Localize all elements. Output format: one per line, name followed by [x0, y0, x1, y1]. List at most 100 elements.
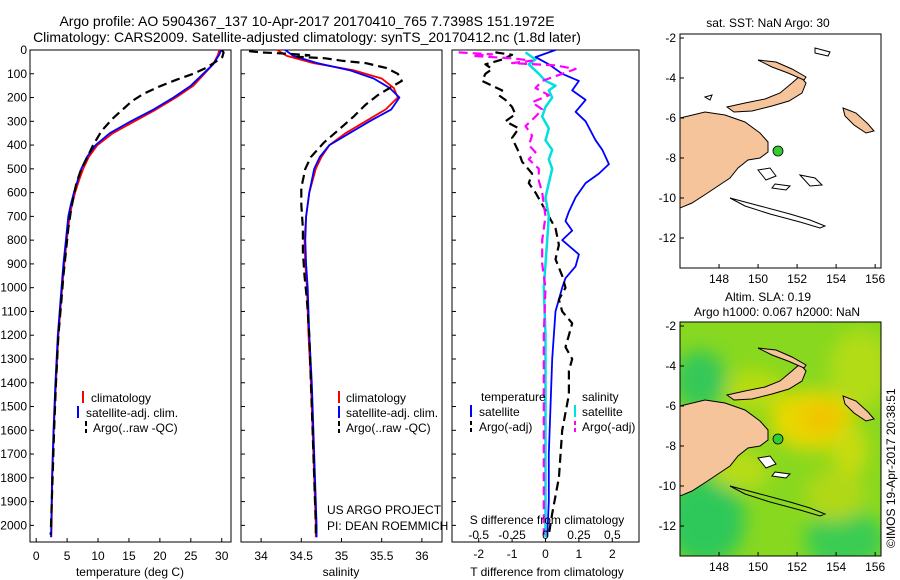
- x-tick-label: 10: [91, 549, 105, 563]
- legend-t-argo: Argo(-adj): [479, 420, 532, 434]
- x-tick-label: 2: [609, 547, 616, 561]
- salinity-legend: climatology satellite-adj. clim. Argo(..…: [338, 391, 438, 435]
- depth-tick-label: 1200: [0, 328, 27, 342]
- series-argo-raw-qc-: [248, 50, 403, 535]
- series-t-satellite: [534, 49, 610, 538]
- map-lat-label: -10: [659, 191, 677, 205]
- new-guinea-land: [680, 111, 769, 209]
- map-lon-label: 148: [709, 272, 729, 286]
- sst-map: [680, 34, 881, 268]
- map-lat-label: -4: [665, 71, 676, 85]
- series-argo-raw-qc-: [49, 49, 225, 535]
- sst-map-title: sat. SST: NaN Argo: 30: [706, 16, 830, 30]
- x-tick-label: 34.5: [290, 549, 314, 563]
- map-lat-label: -6: [665, 111, 676, 125]
- float-position-marker: [772, 145, 784, 157]
- s-difference-tick-label: 0: [542, 528, 549, 542]
- bougainville-land: [842, 107, 875, 134]
- sla-map-subtitle: Argo h1000: 0.067 h2000: NaN: [694, 305, 860, 319]
- series-climatology: [276, 49, 399, 538]
- sla-map-ticks: 148 150 152 154 156 -2 -4 -6 -8 -10 -12: [659, 319, 886, 574]
- figure-title: Argo profile: AO 5904367_137 10-Apr-2017…: [59, 13, 554, 29]
- imos-stamp: ©IMOS 19-Apr-2017 20:38:51: [884, 388, 898, 548]
- x-tick-label: -2: [473, 547, 484, 561]
- project-credit: US ARGO PROJECT: [327, 503, 442, 517]
- map-lon-label: 156: [865, 560, 885, 574]
- difference-legend: temperature salinity satellite Argo(-adj…: [470, 390, 635, 434]
- new-ireland-land: [757, 347, 807, 369]
- x-tick-label: 34: [254, 549, 268, 563]
- series-t-argo-adj-: [481, 51, 574, 536]
- depth-tick-label: 1700: [0, 447, 27, 461]
- series-satellite-adj-clim-: [284, 49, 401, 538]
- legend-s-argo: Argo(-adj): [582, 420, 635, 434]
- salinity-plot: [248, 49, 403, 538]
- series-s-satellite: [524, 51, 557, 538]
- legend-argo: Argo(..raw -QC): [93, 421, 178, 435]
- t-difference-axis-label: T difference from climatology: [470, 565, 624, 579]
- depth-tick-label: 0: [20, 43, 27, 57]
- temperature-axis-label: temperature (deg C): [76, 565, 184, 579]
- legend-s-satellite: satellite: [582, 405, 623, 419]
- map-lat-label: -6: [665, 399, 676, 413]
- legend-climatology: climatology: [91, 391, 151, 405]
- s-difference-tick-label: 0.5: [604, 528, 621, 542]
- depth-tick-label: 200: [7, 91, 27, 105]
- float-position-marker: [772, 433, 784, 445]
- map-lat-label: -12: [659, 519, 677, 533]
- depth-tick-label: 500: [7, 162, 27, 176]
- depth-tick-label: 2000: [0, 518, 27, 532]
- s-difference-axis-label: S difference from climatology: [470, 513, 625, 527]
- legend-header-salinity: salinity: [582, 390, 619, 404]
- x-tick-label: 15: [122, 549, 136, 563]
- map-lat-label: -2: [665, 31, 676, 45]
- depth-tick-label: 1900: [0, 495, 27, 509]
- series-satellite-adj-clim-: [50, 49, 222, 538]
- x-tick-label: 0: [33, 549, 40, 563]
- x-tick-label: 0: [542, 547, 549, 561]
- map-lon-label: 150: [748, 560, 768, 574]
- depth-tick-label: 1100: [1, 304, 27, 318]
- map-lon-label: 154: [826, 560, 846, 574]
- s-difference-tick-label: -0.5: [468, 528, 489, 542]
- x-tick-label: 35: [335, 549, 349, 563]
- depth-tick-label: 300: [7, 114, 27, 128]
- new-guinea-land: [680, 399, 769, 497]
- axis-ticks: 0100200300400500600700800900100011001200…: [0, 43, 621, 563]
- map-lon-label: 152: [787, 560, 807, 574]
- depth-tick-label: 800: [7, 233, 27, 247]
- sst-map-frame: [679, 33, 882, 269]
- depth-tick-label: 700: [7, 209, 27, 223]
- figure-subtitle: Climatology: CARS2009. Satellite-adjuste…: [33, 29, 581, 45]
- sla-map-frame: [679, 321, 882, 557]
- x-tick-label: -1: [507, 547, 518, 561]
- map-lon-label: 156: [865, 272, 885, 286]
- temperature-legend: climatology satellite-adj. clim. Argo(..…: [77, 391, 178, 435]
- depth-tick-label: 400: [7, 138, 27, 152]
- difference-plot: [458, 49, 610, 538]
- depth-tick-label: 1500: [0, 400, 27, 414]
- depth-tick-label: 600: [7, 186, 27, 200]
- sla-map-title: Altim. SLA: 0.19: [725, 290, 811, 304]
- new-britain-land: [725, 363, 807, 401]
- x-tick-label: 1: [576, 547, 583, 561]
- x-tick-label: 20: [153, 549, 167, 563]
- depth-tick-label: 1000: [0, 281, 27, 295]
- map-lon-label: 152: [787, 272, 807, 286]
- pi-credit: PI: DEAN ROEMMICH: [327, 519, 448, 533]
- map-lat-label: -12: [659, 231, 677, 245]
- depth-tick-label: 900: [7, 257, 27, 271]
- bougainville-land: [842, 395, 875, 422]
- depth-tick-label: 1300: [0, 352, 27, 366]
- new-ireland-land: [757, 59, 807, 81]
- x-tick-label: 35.5: [370, 549, 394, 563]
- legend-climatology: climatology: [346, 391, 406, 405]
- s-difference-tick-label: -0.25: [498, 528, 526, 542]
- new-britain-land: [725, 75, 807, 113]
- salinity-panel: [240, 49, 443, 543]
- legend-header-temperature: temperature: [481, 390, 546, 404]
- depth-tick-label: 100: [7, 67, 27, 81]
- series-climatology: [50, 49, 221, 538]
- legend-satellite: satellite-adj. clim.: [346, 406, 438, 420]
